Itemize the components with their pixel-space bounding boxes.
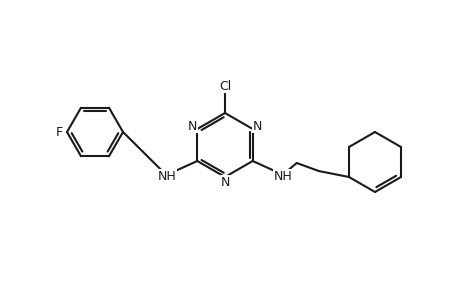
Text: N: N	[252, 120, 262, 133]
Text: N: N	[187, 120, 197, 133]
Text: NH: NH	[157, 169, 176, 182]
Text: NH: NH	[273, 169, 291, 182]
Text: N: N	[220, 176, 229, 189]
Text: Cl: Cl	[218, 80, 230, 92]
Text: F: F	[56, 125, 62, 139]
